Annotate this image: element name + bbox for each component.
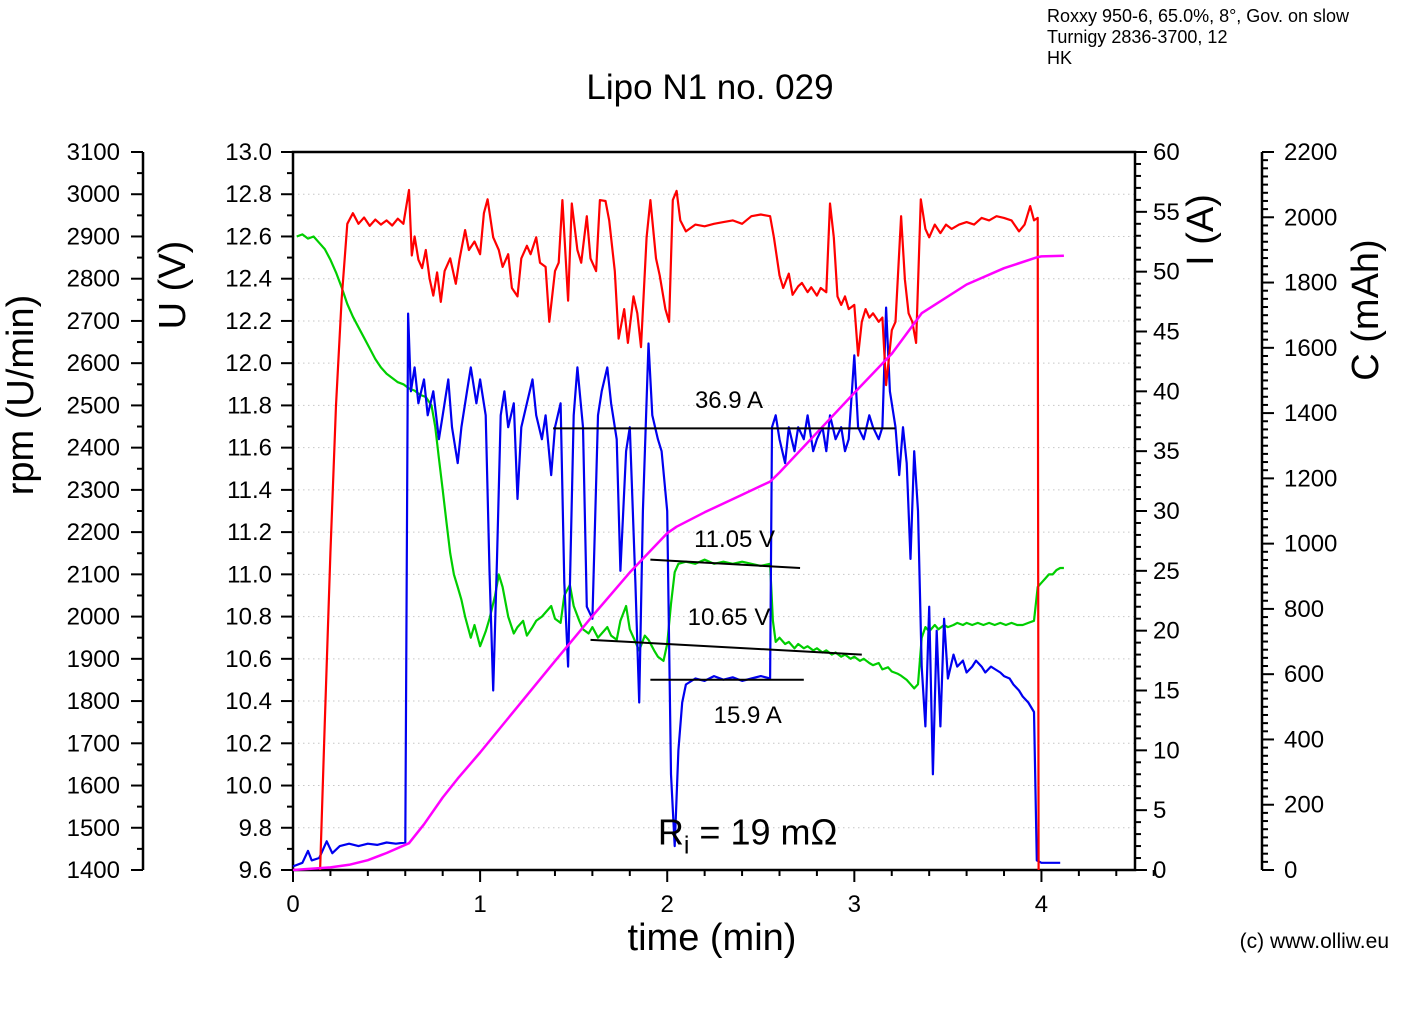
voltage-curve xyxy=(296,233,1064,690)
rpm-axis-tick-label: 2100 xyxy=(67,561,120,588)
voltage-axis-tick-label: 11.0 xyxy=(227,561,272,588)
current-axis-tick-label: 0 xyxy=(1153,857,1166,884)
voltage-axis-tick-label: 9.8 xyxy=(239,815,272,842)
rpm-axis-tick-label: 2300 xyxy=(67,477,120,504)
annotation-line-1105V xyxy=(650,558,801,570)
rpm-axis-tick-label: 1900 xyxy=(67,646,120,673)
voltage-axis-tick-label: 10.4 xyxy=(225,688,272,715)
current-axis-tick-label: 25 xyxy=(1153,558,1180,585)
current-axis-tick-label: 30 xyxy=(1153,498,1180,525)
current-axis-tick-label: 60 xyxy=(1153,139,1180,166)
voltage-axis-tick-label: 11.2 xyxy=(227,519,272,546)
capacity-axis-tick-label: 800 xyxy=(1284,596,1324,623)
current-curve xyxy=(292,306,1061,868)
capacity-axis-tick-label: 1200 xyxy=(1284,465,1337,492)
rpm-curve xyxy=(319,188,1040,871)
voltage-axis-tick-label: 11.8 xyxy=(227,392,272,419)
voltage-axis-tick-label: 12.0 xyxy=(225,350,272,377)
rpm-axis-tick-label: 2000 xyxy=(67,604,120,631)
rpm-axis-tick-label: 1400 xyxy=(67,857,120,884)
current-axis-title: I (A) xyxy=(1180,194,1222,266)
annotation-label-369A: 36.9 A xyxy=(695,387,763,414)
capacity-axis-tick-label: 2000 xyxy=(1284,204,1337,231)
current-axis-tick-label: 20 xyxy=(1153,618,1180,645)
rpm-axis-tick-label: 2900 xyxy=(67,223,120,250)
chart-title: Lipo N1 no. 029 xyxy=(586,68,834,107)
annotation-label-159A: 15.9 A xyxy=(714,702,782,729)
current-axis-tick-label: 35 xyxy=(1153,438,1180,465)
capacity-axis-tick-label: 1600 xyxy=(1284,335,1337,362)
rpm-axis-tick-label: 1600 xyxy=(67,773,120,800)
ri-annotation: Ri = 19 mΩ xyxy=(658,812,838,860)
rpm-axis-tick-label: 1800 xyxy=(67,688,120,715)
rpm-axis-tick-label: 2600 xyxy=(67,350,120,377)
rpm-axis-tick-label: 2400 xyxy=(67,435,120,462)
rpm-axis-tick-label: 1500 xyxy=(67,815,120,842)
rpm-axis-tick-label: 2500 xyxy=(67,392,120,419)
voltage-axis-tick-label: 12.2 xyxy=(225,308,272,335)
capacity-curve xyxy=(292,254,1064,872)
current-axis-tick-label: 15 xyxy=(1153,678,1180,705)
rpm-axis-tick-label: 3000 xyxy=(67,181,120,208)
capacity-axis-tick-label: 1000 xyxy=(1284,531,1337,558)
voltage-axis-tick-label: 10.0 xyxy=(225,773,272,800)
capacity-axis-tick-label: 400 xyxy=(1284,726,1324,753)
voltage-axis-tick-label: 13.0 xyxy=(225,139,272,166)
capacity-axis-tick-label: 2200 xyxy=(1284,139,1337,166)
rpm-axis-tick-label: 2700 xyxy=(67,308,120,335)
capacity-axis-title: C (mAh) xyxy=(1345,239,1387,380)
x-axis-tick-label: 0 xyxy=(286,891,299,918)
voltage-axis-title: U (V) xyxy=(152,241,194,330)
rpm-axis-title: rpm (U/min) xyxy=(0,295,42,496)
voltage-axis-tick-label: 12.4 xyxy=(225,266,272,293)
current-axis-tick-label: 45 xyxy=(1153,319,1180,346)
voltage-axis-tick-label: 9.6 xyxy=(239,857,272,884)
x-axis-tick-label: 3 xyxy=(848,891,861,918)
annotation-label-1065V: 10.65 V xyxy=(688,604,771,631)
current-axis-tick-label: 5 xyxy=(1153,797,1166,824)
rpm-axis-tick-label: 1700 xyxy=(67,730,120,757)
voltage-axis-tick-label: 12.6 xyxy=(225,223,272,250)
annotation-line-1065V xyxy=(590,638,862,656)
voltage-axis-tick-label: 12.8 xyxy=(225,181,272,208)
x-axis-tick-label: 2 xyxy=(661,891,674,918)
rpm-axis-tick-label: 2800 xyxy=(67,266,120,293)
setup-annotation-line-3: HK xyxy=(1047,48,1073,68)
voltage-axis-tick-label: 10.6 xyxy=(225,646,272,673)
rpm-axis-tick-label: 2200 xyxy=(67,519,120,546)
capacity-axis-tick-label: 0 xyxy=(1284,857,1297,884)
current-axis-tick-label: 55 xyxy=(1153,199,1180,226)
setup-annotation: Roxxy 950-6, 65.0%, 8°, Gov. on slow Tur… xyxy=(1047,6,1349,69)
x-axis-tick-label: 4 xyxy=(1035,891,1048,918)
voltage-axis-tick-label: 10.2 xyxy=(225,730,272,757)
voltage-axis-tick-label: 11.6 xyxy=(227,435,272,462)
capacity-axis-tick-label: 1400 xyxy=(1284,400,1337,427)
copyright-text: (c) www.olliw.eu xyxy=(1239,930,1389,953)
setup-annotation-line-2: Turnigy 2836-3700, 12 xyxy=(1047,27,1228,47)
capacity-axis-tick-label: 1800 xyxy=(1284,270,1337,297)
x-axis-tick-label: 1 xyxy=(473,891,486,918)
capacity-axis-tick-label: 200 xyxy=(1284,792,1324,819)
current-axis-tick-label: 10 xyxy=(1153,737,1180,764)
rpm-axis-tick-label: 3100 xyxy=(67,139,120,166)
voltage-axis-tick-label: 10.8 xyxy=(225,604,272,631)
annotation-label-1105V: 11.05 V xyxy=(694,526,775,553)
x-axis-title: time (min) xyxy=(628,917,797,959)
current-axis-tick-label: 50 xyxy=(1153,259,1180,286)
current-axis-tick-label: 40 xyxy=(1153,378,1180,405)
capacity-axis-tick-label: 600 xyxy=(1284,661,1324,688)
voltage-axis-tick-label: 11.4 xyxy=(227,477,272,504)
setup-annotation-line-1: Roxxy 950-6, 65.0%, 8°, Gov. on slow xyxy=(1047,6,1350,26)
